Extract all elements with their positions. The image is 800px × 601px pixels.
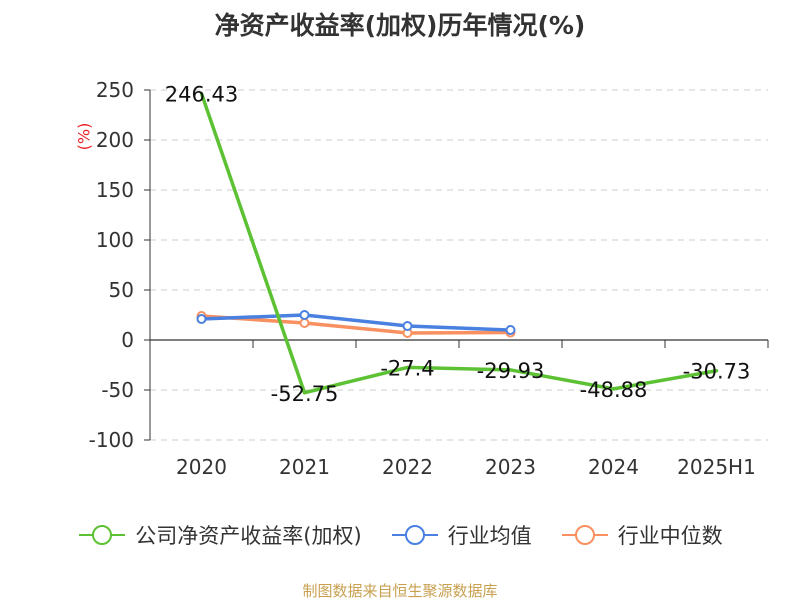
data-label: -29.93 — [477, 359, 545, 383]
series-line-0 — [199, 91, 719, 395]
data-point — [402, 321, 413, 331]
legend-item[interactable]: 行业均值 — [390, 520, 532, 550]
data-point — [196, 314, 207, 324]
legend-label: 行业均值 — [447, 524, 532, 548]
data-point — [299, 310, 310, 320]
legend-marker-icon — [561, 525, 608, 545]
y-tick-label: 250 — [96, 78, 134, 102]
x-tick-label: 2025H1 — [677, 455, 756, 479]
legend-label: 公司净资产收益率(加权) — [135, 524, 362, 548]
source-note: 制图数据来自恒生聚源数据库 — [302, 582, 498, 600]
data-label: -27.4 — [380, 356, 434, 380]
x-tick-label: 2024 — [588, 455, 639, 479]
y-tick-label: 100 — [96, 228, 134, 252]
legend-item[interactable]: 公司净资产收益率(加权) — [77, 520, 362, 550]
data-label: -52.75 — [271, 382, 339, 406]
data-label: -48.88 — [580, 378, 648, 402]
y-axis-unit: (%) — [74, 122, 94, 151]
y-tick-label: -100 — [89, 428, 134, 452]
data-point — [505, 325, 516, 335]
legend-marker-icon — [391, 525, 438, 545]
data-point — [299, 318, 310, 328]
x-tick-label: 2023 — [485, 455, 536, 479]
series-line-1 — [199, 313, 513, 332]
series-line-2 — [199, 314, 513, 335]
x-tick-label: 2020 — [176, 455, 227, 479]
y-tick-label: 150 — [96, 178, 134, 202]
data-label: -30.73 — [683, 360, 751, 384]
legend-label: 行业中位数 — [617, 524, 723, 548]
data-label: 246.43 — [165, 83, 238, 107]
y-tick-label: 50 — [109, 278, 134, 302]
legend-marker-icon — [79, 525, 126, 545]
y-tick-label: 0 — [121, 328, 134, 352]
x-tick-label: 2022 — [382, 455, 433, 479]
x-tick-label: 2021 — [279, 455, 330, 479]
chart-title: 净资产收益率(加权)历年情况(%) — [214, 11, 586, 40]
y-tick-label: 200 — [96, 128, 134, 152]
legend: 公司净资产收益率(加权) 行业均值 行业中位数 — [0, 520, 800, 550]
y-tick-label: -50 — [101, 378, 134, 402]
legend-item[interactable]: 行业中位数 — [560, 520, 723, 550]
